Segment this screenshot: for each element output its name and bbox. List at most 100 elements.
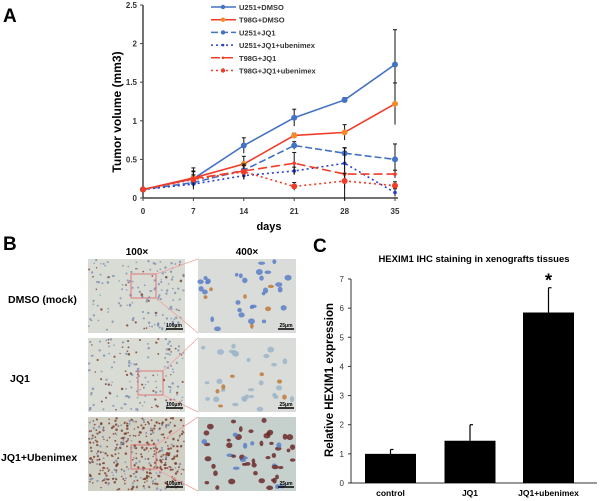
cell-dot [130, 418, 133, 422]
cell-dot [97, 319, 100, 322]
cell-dot [135, 268, 137, 270]
cell-dot [129, 434, 131, 437]
zoom-connector [162, 394, 199, 413]
cell-dot [154, 478, 157, 481]
data-point [291, 142, 298, 149]
cell-dot [165, 399, 168, 402]
row-label: JQ1 [10, 373, 30, 385]
cell-dot [181, 430, 184, 433]
cell-dot [171, 457, 174, 461]
cell-dot [100, 263, 102, 265]
cell-nucleus [215, 485, 220, 490]
cell-dot [131, 482, 134, 485]
cell-dot [177, 469, 179, 471]
series-line [142, 162, 395, 191]
cell-dot [145, 447, 148, 450]
cell-dot [151, 480, 155, 483]
cell-dot [107, 483, 110, 486]
cell-dot [113, 355, 116, 358]
cell-nucleus [214, 326, 221, 332]
cell-dot [91, 387, 95, 391]
cell-dot [95, 429, 98, 432]
cell-dot [169, 447, 173, 450]
cell-dot [115, 417, 118, 420]
cell-dot [96, 432, 99, 435]
cell-dot [177, 321, 180, 324]
cell-dot [129, 372, 132, 375]
cell-dot [159, 459, 163, 463]
cell-dot [111, 381, 113, 384]
cell-dot [159, 260, 162, 263]
cell-nucleus [201, 345, 206, 350]
cell-dot [153, 279, 156, 282]
cell-dot [138, 434, 140, 437]
cell-nucleus [261, 291, 266, 296]
cell-dot [145, 432, 148, 434]
cell-dot [107, 383, 111, 386]
scale-label: 100μm [166, 323, 182, 329]
cell-nucleus [230, 374, 235, 378]
cell-dot [140, 424, 143, 427]
data-point [341, 96, 348, 103]
x-tick-label: 35 [391, 207, 400, 216]
legend-label: U251+DMSO [239, 3, 284, 12]
cell-dot [102, 426, 105, 429]
legend-marker [220, 30, 226, 35]
cell-nucleus [232, 402, 239, 407]
cell-dot [127, 361, 131, 364]
cell-dot [143, 401, 146, 404]
cell-dot [140, 293, 144, 296]
cell-dot [145, 476, 149, 480]
cell-dot [166, 484, 169, 487]
cell-dot [90, 391, 93, 395]
cell-dot [124, 482, 126, 485]
y-tick-label: 7 [340, 275, 345, 284]
cell-dot [143, 386, 145, 389]
series-line [142, 103, 396, 191]
cell-nucleus [271, 453, 277, 458]
cell-dot [131, 286, 134, 289]
cell-dot [165, 352, 167, 355]
cell-dot [149, 429, 152, 432]
cell-nucleus [203, 430, 210, 436]
cell-dot [89, 318, 92, 321]
cell-dot [166, 361, 169, 364]
cell-nucleus [275, 484, 280, 489]
cell-dot [137, 286, 140, 289]
cell-dot [117, 457, 120, 460]
cell-nucleus [217, 349, 225, 355]
cell-nucleus [232, 432, 238, 438]
cell-nucleus [246, 357, 251, 363]
cell-dot [135, 390, 138, 393]
cell-nucleus [216, 378, 223, 385]
cell-dot [133, 446, 136, 449]
cell-dot [119, 443, 123, 446]
cell-dot [128, 359, 131, 362]
cell-dot [144, 395, 147, 398]
cell-dot [147, 356, 150, 359]
data-point [292, 161, 297, 166]
cell-dot [109, 338, 113, 341]
cell-dot [124, 432, 128, 435]
cell-dot [104, 383, 107, 386]
cell-dot [165, 324, 169, 328]
cell-dot [116, 462, 119, 466]
cell-dot [172, 371, 175, 373]
cell-dot [95, 259, 98, 262]
cell-dot [182, 273, 185, 276]
cell-nucleus [259, 275, 264, 281]
cell-nucleus [282, 394, 287, 400]
cell-dot [119, 297, 122, 300]
x-tick-label: 28 [340, 207, 349, 216]
cell-dot [135, 486, 138, 489]
cell-nucleus [248, 395, 255, 399]
cell-dot [143, 448, 146, 452]
cell-dot [164, 266, 167, 269]
cell-nucleus [231, 454, 237, 458]
cell-nucleus [289, 444, 296, 450]
cell-dot [125, 272, 128, 275]
cell-dot [101, 480, 104, 482]
cell-dot [110, 366, 114, 369]
cell-dot [96, 455, 100, 458]
y-tick-label: 0.5 [126, 155, 138, 164]
